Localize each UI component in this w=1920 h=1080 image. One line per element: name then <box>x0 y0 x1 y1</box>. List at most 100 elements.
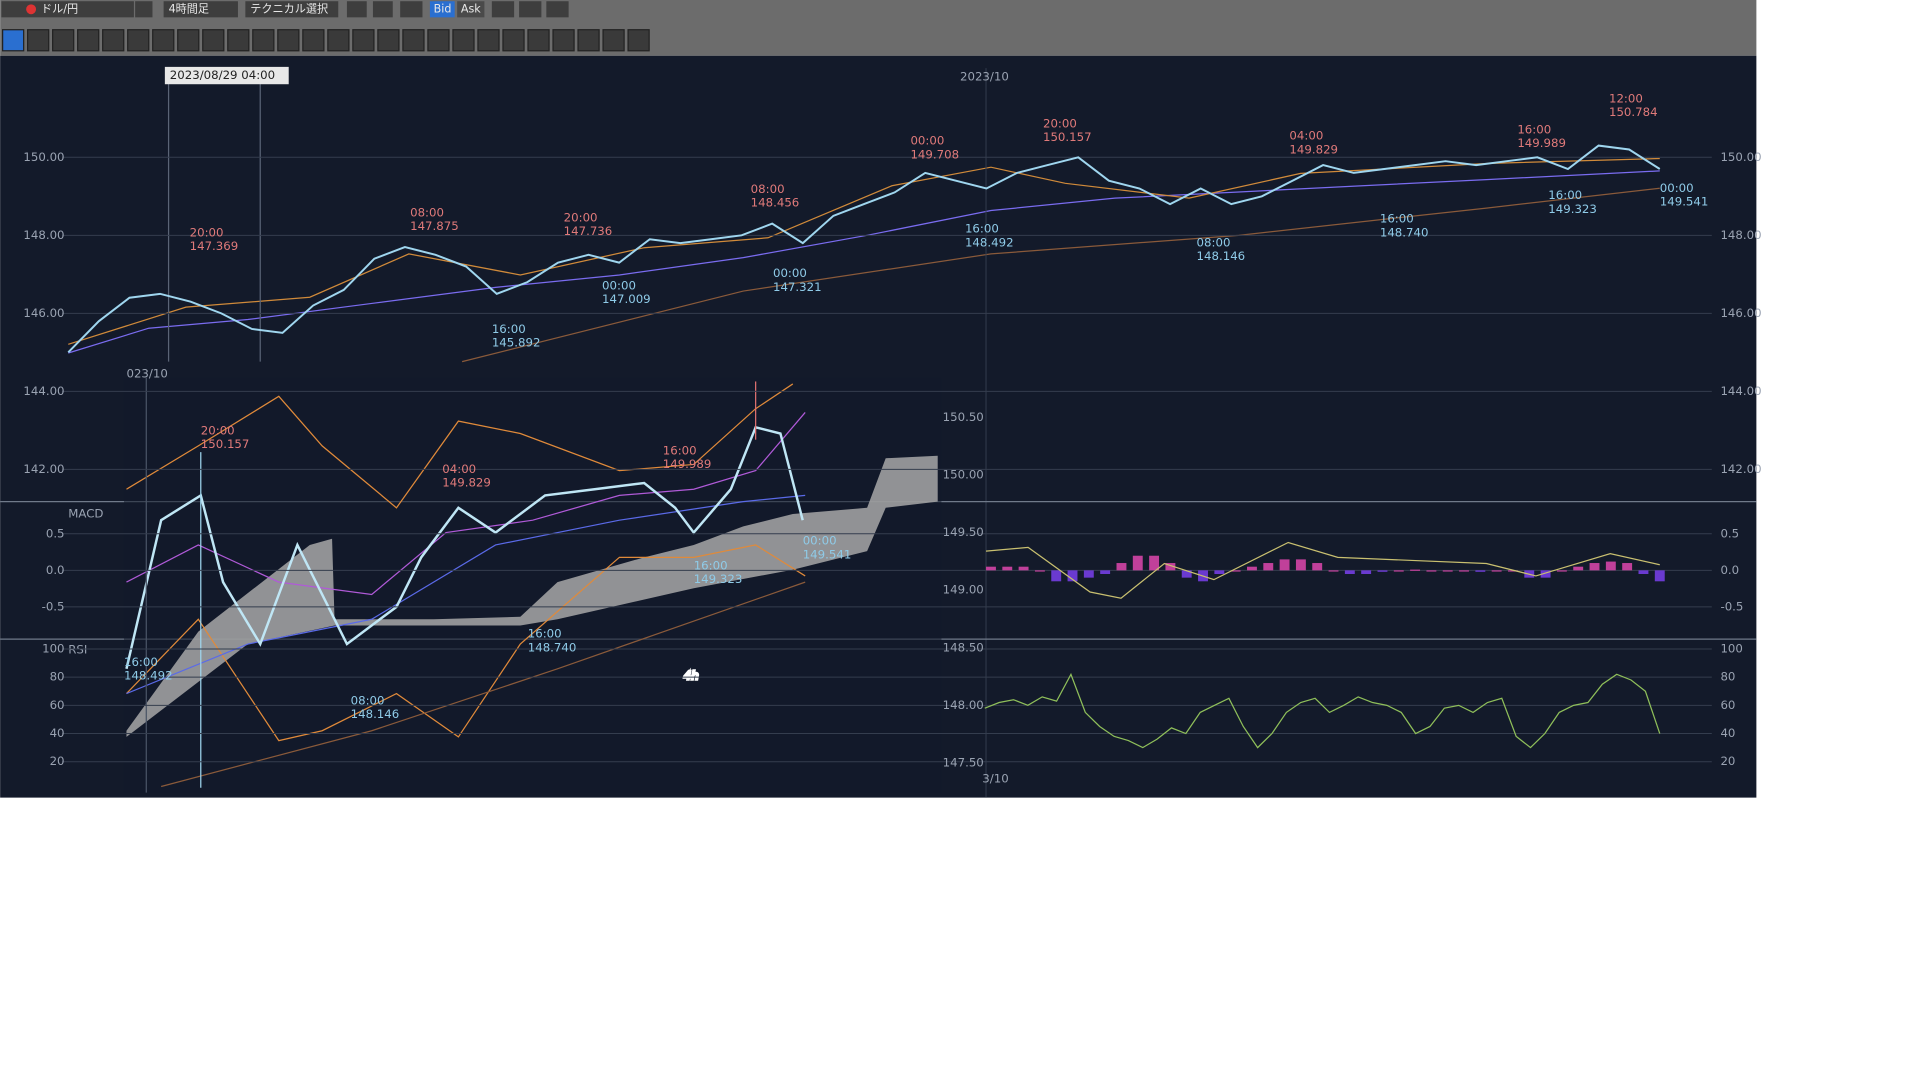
macd-bar <box>1002 566 1013 571</box>
tool-btn[interactable] <box>102 29 125 52</box>
price-label-time: 16:00 <box>663 443 697 457</box>
tool-btn[interactable] <box>127 29 150 52</box>
price-label-value: 148.146 <box>1197 249 1246 263</box>
y-tick-label: 144.00 <box>23 384 64 398</box>
chart-type-btn[interactable] <box>400 1 423 18</box>
price-label-time: 16:00 <box>124 655 158 669</box>
y-tick-label: 150.00 <box>943 467 984 481</box>
macd-bar <box>1605 561 1616 571</box>
price-label-value: 148.740 <box>1380 225 1429 239</box>
inset-date-label: 3/10 <box>982 772 1008 786</box>
macd-bar <box>986 566 996 571</box>
y-tick-label: 150.00 <box>1720 150 1761 164</box>
zoom-in-btn[interactable] <box>546 1 569 18</box>
macd-bar <box>1573 566 1584 571</box>
price-label-time: 20:00 <box>1043 116 1077 130</box>
macd-bar <box>1508 570 1518 572</box>
tool-btn[interactable] <box>302 29 325 52</box>
macd-bar <box>1475 570 1486 572</box>
macd-bar <box>1132 555 1143 571</box>
rsi-line <box>984 672 1661 749</box>
technical-select[interactable] <box>245 1 339 18</box>
y-tick-label: 100 <box>42 641 64 655</box>
bollinger-band <box>126 544 806 742</box>
price-label-time: 08:00 <box>410 206 444 220</box>
tool-btn[interactable] <box>352 29 375 52</box>
y-tick-label: 20 <box>50 754 65 768</box>
price-label-value: 149.829 <box>442 476 491 490</box>
price-label-value: 149.708 <box>910 147 959 161</box>
macd-bar <box>1263 563 1274 571</box>
info-btn[interactable] <box>372 1 393 18</box>
tool-btn[interactable] <box>627 29 650 52</box>
tool-btn[interactable] <box>527 29 550 52</box>
zoom-out-btn[interactable] <box>519 1 542 18</box>
tool-btn[interactable] <box>552 29 575 52</box>
y-tick-label: 146.00 <box>1720 306 1761 320</box>
price-label-time: 16:00 <box>965 222 999 236</box>
macd-bar <box>1312 563 1323 571</box>
macd-signal <box>985 541 1660 599</box>
tool-btn[interactable] <box>346 1 367 18</box>
timeframe-text: 4時間足 <box>169 2 209 15</box>
tool-btn[interactable] <box>177 29 200 52</box>
tool-btn[interactable] <box>152 29 175 52</box>
crosshair-label: 2023/08/29 04:00 <box>170 68 275 82</box>
macd-bar <box>1328 570 1339 572</box>
macd-bar <box>1116 563 1127 571</box>
y-tick-label: 148.00 <box>943 698 984 712</box>
macd-bar <box>1067 570 1078 582</box>
y-tick-label: 40 <box>50 726 65 740</box>
price-label-time: 08:00 <box>351 694 385 708</box>
tool-btn[interactable] <box>77 29 100 52</box>
rsi-title: RSI <box>68 643 87 657</box>
tool-btn[interactable] <box>427 29 450 52</box>
y-tick-label: 0.0 <box>1720 563 1739 577</box>
macd-bar <box>1442 570 1453 572</box>
symbol-select[interactable] <box>1 1 134 18</box>
y-tick-label: 149.50 <box>943 525 984 539</box>
ask-btn[interactable] <box>457 1 485 18</box>
tool-btn[interactable] <box>491 1 515 18</box>
price-label-time: 16:00 <box>492 322 526 336</box>
tool-btn[interactable] <box>252 29 275 52</box>
macd-bar <box>1377 570 1388 572</box>
y-tick-label: 20 <box>1720 754 1735 768</box>
macd-bar <box>1214 570 1225 574</box>
price-label-value: 148.492 <box>124 669 173 683</box>
y-tick-label: 148.50 <box>943 640 984 654</box>
tool-btn[interactable] <box>227 29 250 52</box>
handwritten-note: 4h <box>684 669 699 683</box>
tool-btn[interactable] <box>602 29 625 52</box>
tool-btn[interactable] <box>402 29 425 52</box>
tool-btn[interactable] <box>577 29 600 52</box>
inset-chart <box>123 377 942 793</box>
bid-btn[interactable] <box>429 1 455 18</box>
tool-btn[interactable] <box>1 29 25 52</box>
timeframe-select[interactable] <box>163 1 238 18</box>
price-line <box>67 144 1661 354</box>
macd-bar <box>1230 570 1241 572</box>
macd-bar <box>1361 570 1372 574</box>
tool-btn[interactable] <box>277 29 300 52</box>
price-label-time: 20:00 <box>190 225 224 239</box>
dropdown-btn[interactable] <box>135 1 153 18</box>
price-label-value: 147.321 <box>773 280 822 294</box>
tool-btn[interactable] <box>202 29 225 52</box>
price-label-value: 149.323 <box>1548 202 1597 216</box>
y-tick-label: 80 <box>50 670 65 684</box>
tool-btn[interactable] <box>477 29 500 52</box>
tool-btn[interactable] <box>52 29 75 52</box>
tool-btn[interactable] <box>327 29 350 52</box>
price-label-time: 00:00 <box>1660 181 1694 195</box>
macd-bar <box>1344 570 1355 574</box>
tool-btn[interactable] <box>27 29 50 52</box>
price-label-time: 16:00 <box>694 559 728 573</box>
tool-btn[interactable] <box>502 29 525 52</box>
long-moving-average <box>461 187 1660 363</box>
tool-btn[interactable] <box>377 29 400 52</box>
macd-bar <box>1556 570 1567 572</box>
tool-btn[interactable] <box>452 29 475 52</box>
macd-bar <box>1083 570 1094 578</box>
y-tick-label: 0.5 <box>1720 526 1739 540</box>
